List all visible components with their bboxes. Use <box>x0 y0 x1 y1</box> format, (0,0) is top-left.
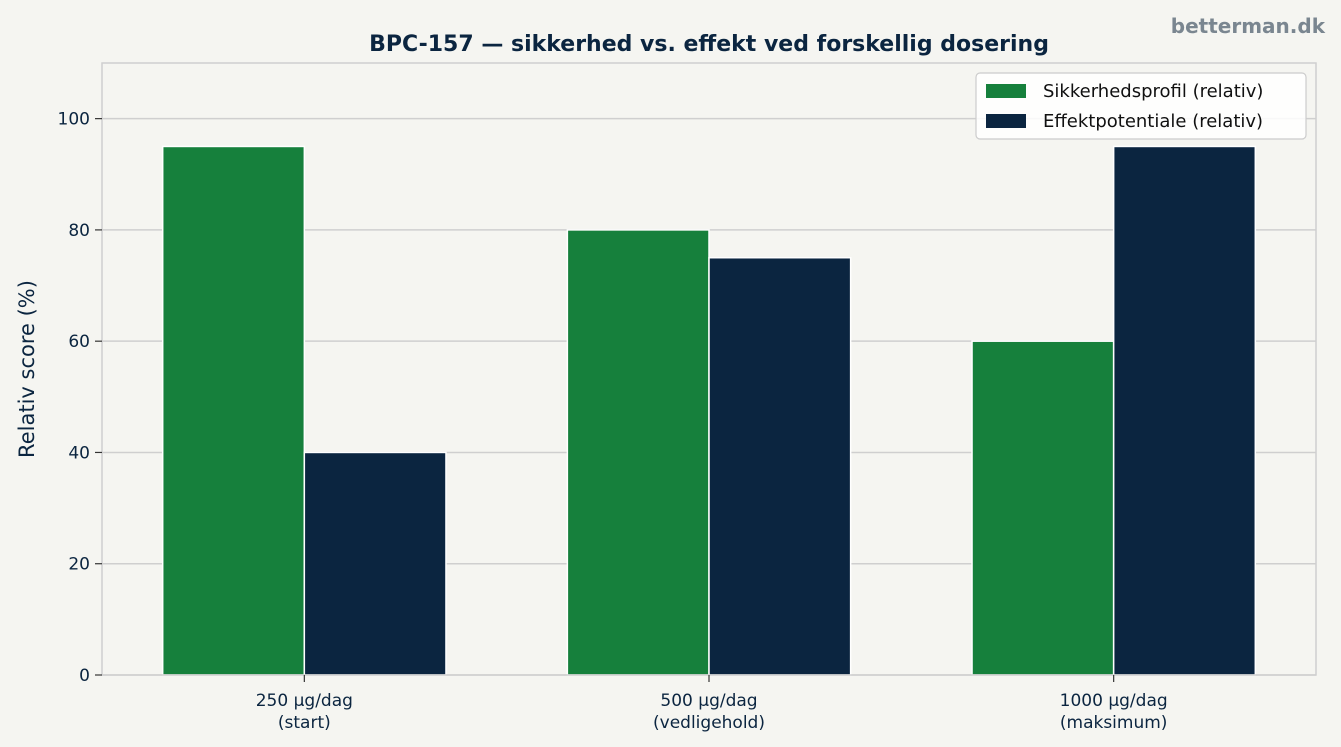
bar <box>161 145 306 676</box>
chart-title: BPC-157 — sikkerhed vs. effekt ved forsk… <box>369 32 1049 57</box>
x-tick-label: 500 µg/dag <box>660 691 757 711</box>
y-tick-label: 60 <box>68 332 90 352</box>
x-tick-label: 1000 µg/dag <box>1060 691 1168 711</box>
y-axis-label: Relativ score (%) <box>15 280 39 458</box>
legend-entry: Sikkerhedsprofil (relativ) <box>1043 81 1263 102</box>
watermark: betterman.dk <box>1171 14 1326 38</box>
bar <box>1112 145 1257 676</box>
y-tick-label: 20 <box>68 555 90 575</box>
legend-entry: Effektpotentiale (relativ) <box>1043 111 1263 132</box>
legend-swatch <box>986 84 1026 98</box>
x-tick-label: (maksimum) <box>1060 713 1168 733</box>
y-tick-label: 100 <box>58 110 90 130</box>
x-tick-label: (vedligehold) <box>653 713 765 733</box>
x-tick-label: (start) <box>278 713 331 733</box>
bar <box>566 229 710 676</box>
bar <box>971 340 1115 676</box>
bars <box>161 145 1257 676</box>
y-tick-label: 40 <box>68 443 90 463</box>
x-axis-ticks: 250 µg/dag(start) 500 µg/dag(vedligehold)… <box>256 675 1168 733</box>
x-tick-label: 250 µg/dag <box>256 691 353 711</box>
y-tick-label: 80 <box>68 221 90 241</box>
legend-box <box>975 72 1307 140</box>
legend-swatch <box>986 114 1026 128</box>
bar <box>708 256 852 676</box>
legend: Sikkerhedsprofil (relativ) Effektpotentia… <box>975 72 1307 140</box>
y-axis-ticks: 0 20 40 60 80 100 <box>58 110 102 686</box>
bar <box>303 451 447 676</box>
y-tick-label: 0 <box>79 666 90 686</box>
